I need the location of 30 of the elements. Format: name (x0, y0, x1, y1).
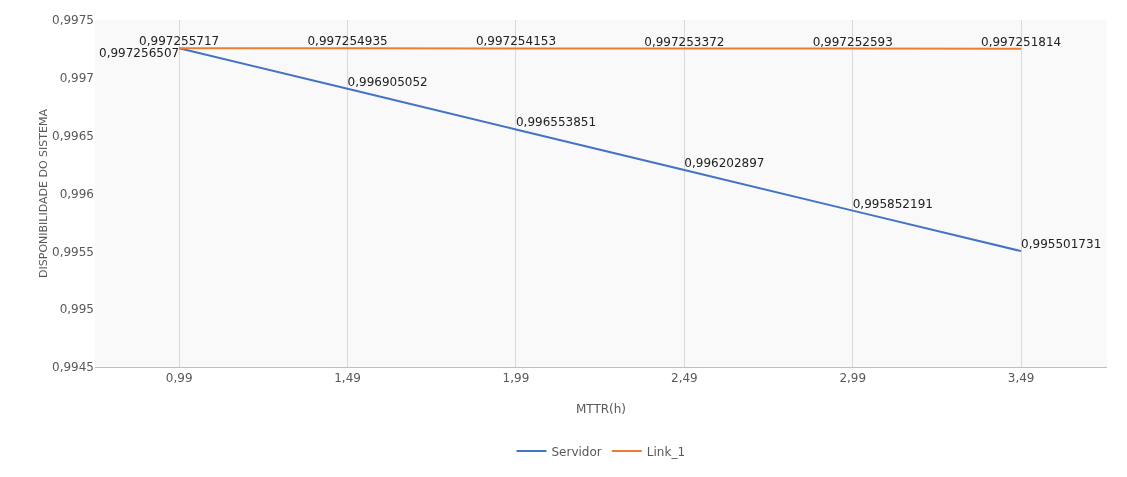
x-tick-label: 2,49 (670, 371, 698, 386)
y-tick-label: 0,997 (59, 71, 94, 86)
legend-label: Servidor (551, 444, 602, 459)
data-label: 0,997252593 (812, 34, 893, 49)
y-tick-label: 0,9945 (52, 360, 94, 375)
data-label: 0,996905052 (347, 74, 428, 89)
y-axis-title: DISPONIBILIDADE DO SISTEMA (37, 108, 50, 278)
data-label: 0,996553851 (515, 115, 597, 130)
y-tick-label: 0,9975 (52, 13, 94, 28)
data-label: 0,996202897 (684, 156, 765, 171)
data-label: 0,997254935 (307, 34, 388, 49)
data-label: 0,997254153 (475, 34, 557, 49)
y-tick-label: 0,995 (59, 302, 94, 317)
x-tick-label: 3,49 (1007, 371, 1035, 386)
y-tick-label: 0,9965 (52, 128, 94, 143)
x-tick-label: 1,99 (502, 371, 530, 386)
data-label: 0,997253372 (644, 34, 725, 49)
y-tick-label: 0,996 (59, 186, 94, 201)
y-tick-label: 0,9955 (52, 244, 94, 259)
data-label: 0,995852191 (852, 196, 933, 211)
data-label: 0,997255717 (139, 34, 220, 49)
x-tick-label: 0,99 (165, 371, 193, 386)
line-series (178, 47, 1023, 253)
x-axis-title: MTTR(h) (575, 402, 627, 416)
x-tick-label: 1,49 (334, 371, 361, 386)
data-label: 0,997256507 (99, 46, 180, 61)
data-label: 0,997251814 (981, 34, 1062, 49)
x-tick-label: 2,99 (839, 371, 867, 386)
legend-label: Link_1 (646, 444, 686, 459)
data-label: 0,995501731 (1021, 237, 1102, 252)
